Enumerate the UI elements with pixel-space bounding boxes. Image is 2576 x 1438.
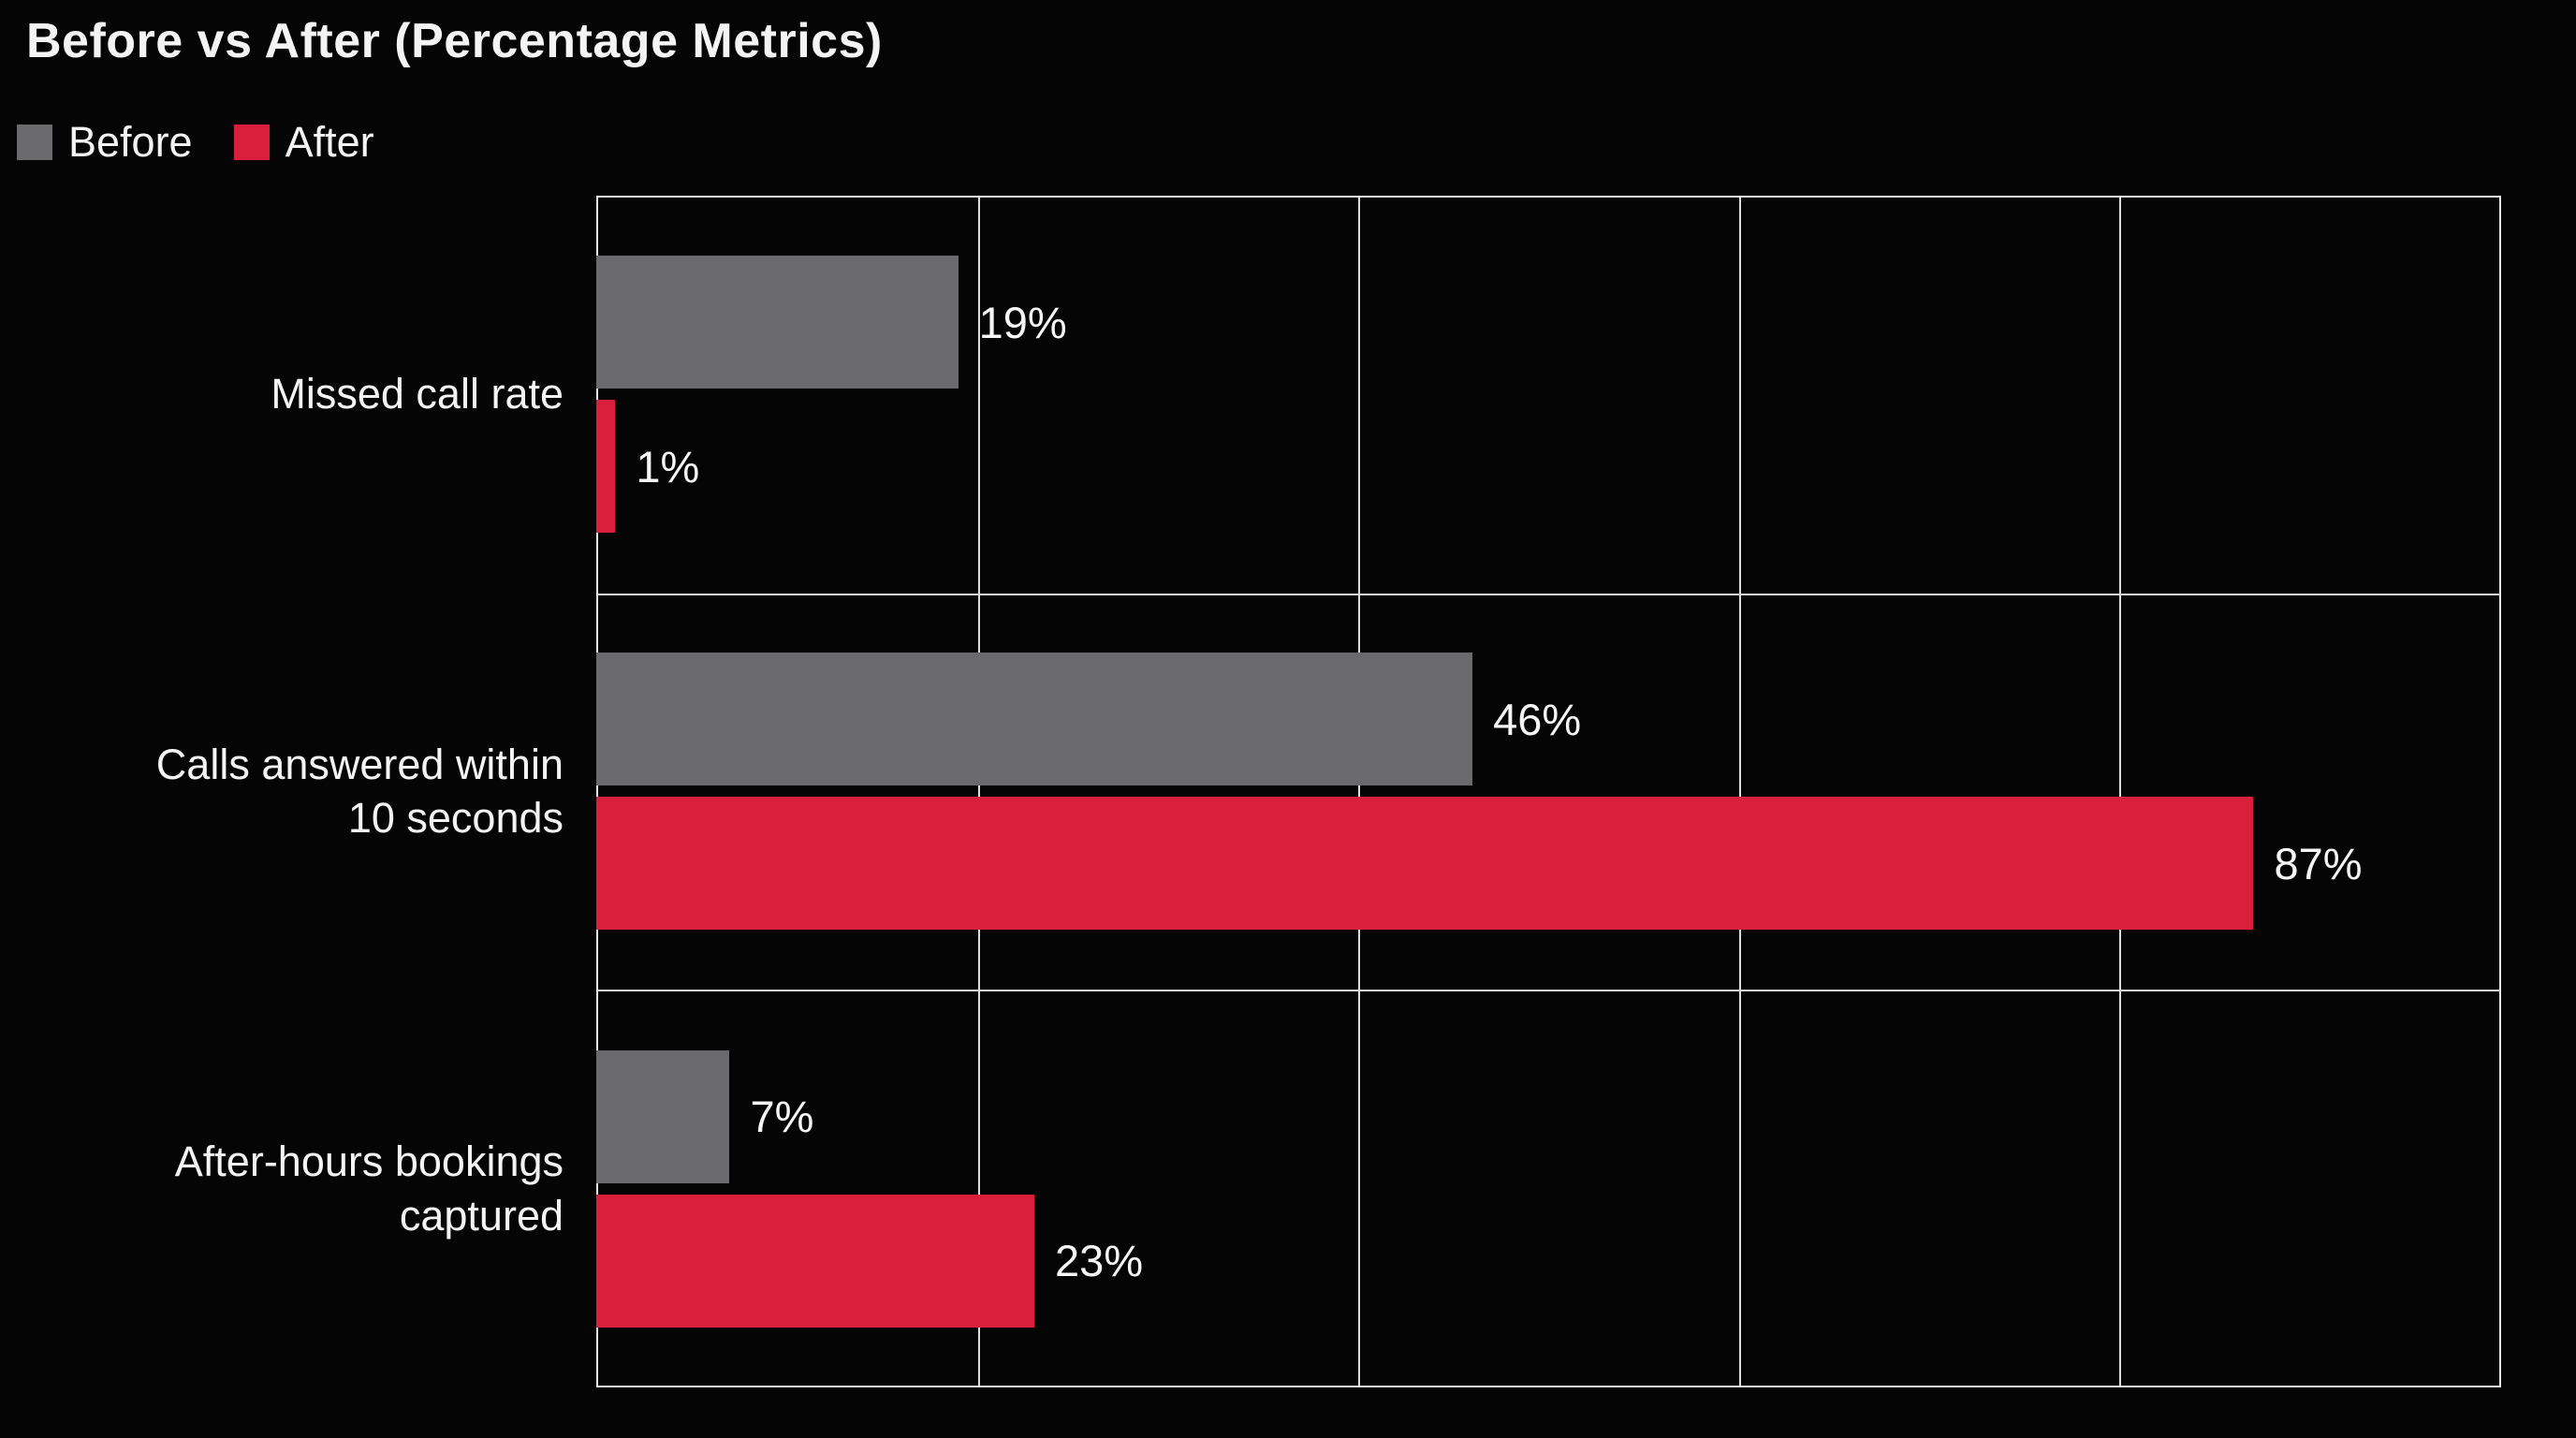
after-bar-line: 23% — [596, 1194, 2501, 1328]
before-bar — [596, 653, 1473, 786]
value-label: 19% — [978, 297, 1067, 347]
vertical-gridline — [2118, 198, 2121, 1386]
category-row: After-hours bookings captured 7% 23% — [0, 990, 2576, 1387]
after-bar-line: 87% — [596, 797, 2501, 931]
chart-title: Before vs After (Percentage Metrics) — [26, 14, 883, 68]
legend-label-after: After — [285, 118, 374, 166]
vertical-gridline — [978, 198, 981, 1386]
rows-layer: Missed call rate 19% 1% Calls answered with… — [0, 196, 2576, 1387]
value-label: 46% — [1493, 694, 1582, 744]
horizontal-gridline — [598, 990, 2499, 991]
after-bar-line: 1% — [596, 400, 2501, 534]
after-bar — [596, 400, 616, 534]
bar-group: 19% 1% — [596, 256, 2501, 534]
legend-item-after: After — [233, 118, 374, 167]
bar-group: 7% 23% — [596, 1049, 2501, 1328]
legend: Before After — [17, 118, 374, 167]
value-label: 7% — [750, 1092, 814, 1142]
after-bar — [596, 1194, 1035, 1328]
before-bar-line: 7% — [596, 1049, 2501, 1183]
before-bar-line: 46% — [596, 653, 2501, 786]
plot-area — [596, 196, 2501, 1387]
category-label: Calls answered within 10 seconds — [155, 740, 564, 843]
category-row: Missed call rate 19% 1% — [0, 196, 2576, 593]
legend-label-before: Before — [68, 118, 193, 166]
bar-group: 46% 87% — [596, 653, 2501, 931]
category-label: After-hours bookings captured — [174, 1137, 564, 1240]
vertical-gridline — [1358, 198, 1361, 1386]
before-swatch-icon — [17, 125, 52, 160]
vertical-gridline — [1738, 198, 1741, 1386]
after-bar — [596, 797, 2254, 931]
value-label: 1% — [636, 441, 700, 492]
value-label: 23% — [1055, 1236, 1144, 1286]
before-bar — [596, 1049, 730, 1183]
horizontal-gridline — [598, 594, 2499, 595]
value-label: 87% — [2274, 838, 2363, 888]
legend-item-before: Before — [17, 118, 193, 167]
before-bar — [596, 256, 959, 389]
category-row: Calls answered within 10 seconds 46% 87% — [0, 593, 2576, 990]
after-swatch-icon — [233, 125, 270, 160]
before-bar-line: 19% — [596, 256, 2501, 389]
category-label: Missed call rate — [271, 370, 564, 418]
